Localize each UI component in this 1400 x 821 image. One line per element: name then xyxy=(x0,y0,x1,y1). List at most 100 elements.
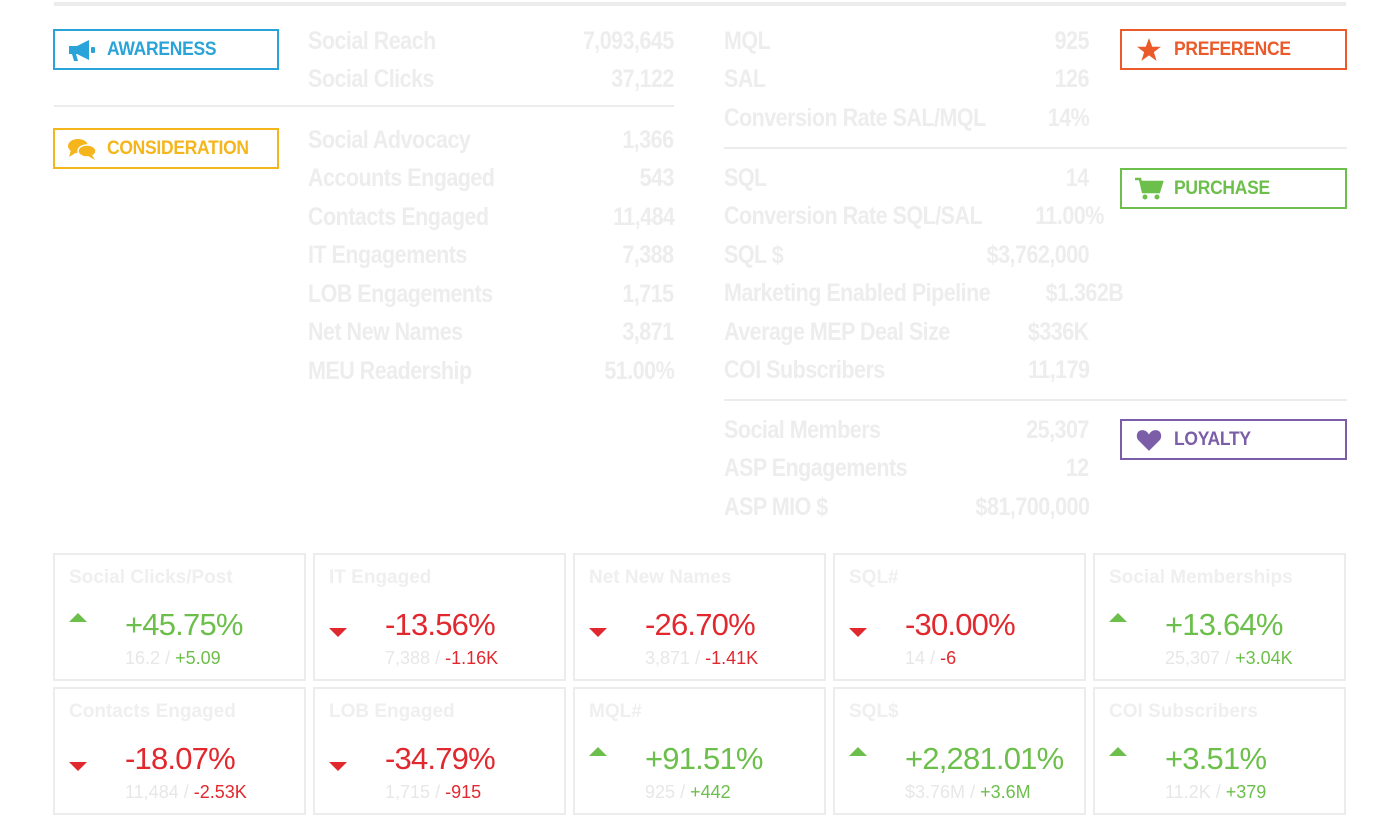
kpi-separator: / xyxy=(930,648,936,668)
kpi-separator: / xyxy=(165,648,171,668)
kpi-separator: / xyxy=(695,648,701,668)
kpi-card: Contacts Engaged -18.07% 11,484 / -2.53K xyxy=(53,687,306,815)
metric-value: 11.00% xyxy=(1035,202,1104,230)
trend-up-icon xyxy=(1109,613,1127,622)
kpi-card: SQL$ +2,281.01% $3.76M / +3.6M xyxy=(833,687,1086,815)
metric-label: ASP Engagements xyxy=(724,454,908,482)
metric-value: 543 xyxy=(639,164,675,192)
consideration-badge: CONSIDERATION xyxy=(53,128,279,169)
kpi-delta-value: +3.04K xyxy=(1235,648,1293,668)
preference-divider xyxy=(724,147,1347,149)
purchase-metric-row: Conversion Rate SQL/SAL 11.00% xyxy=(724,198,1104,236)
kpi-separator: / xyxy=(1225,648,1231,668)
kpi-card-title: LOB Engaged xyxy=(329,701,455,722)
kpi-delta-value: -2.53K xyxy=(193,782,247,802)
kpi-card: Social Clicks/Post +45.75% 16.2 / +5.09 xyxy=(53,553,306,681)
loyalty-label: LOYALTY xyxy=(1174,428,1251,450)
kpi-change-percent: -34.79% xyxy=(385,741,496,776)
preference-label: PREFERENCE xyxy=(1174,38,1291,60)
kpi-card-detail: 7,388 / -1.16K xyxy=(385,648,498,669)
kpi-card-detail: 11.2K / +379 xyxy=(1165,782,1266,803)
kpi-separator: / xyxy=(435,782,441,802)
kpi-separator: / xyxy=(970,782,976,802)
kpi-delta-value: +3.6M xyxy=(980,782,1031,802)
consideration-metric-row: Contacts Engaged 11,484 xyxy=(308,198,675,236)
kpi-card: COI Subscribers +3.51% 11.2K / +379 xyxy=(1093,687,1346,815)
shopping-cart-icon xyxy=(1134,177,1164,201)
metric-value: 126 xyxy=(1054,65,1090,93)
kpi-base-value: 14 xyxy=(905,648,926,668)
trend-down-icon xyxy=(69,762,87,771)
kpi-card: Net New Names -26.70% 3,871 / -1.41K xyxy=(573,553,826,681)
metric-value: $81,700,000 xyxy=(975,492,1089,521)
metric-value: 25,307 xyxy=(1026,415,1089,444)
metric-value: 7,388 xyxy=(622,241,675,269)
metric-label: Social Advocacy xyxy=(308,125,471,154)
kpi-card: IT Engaged -13.56% 7,388 / -1.16K xyxy=(313,553,566,681)
star-icon xyxy=(1134,37,1164,62)
awareness-metric-row: Social Clicks 37,122 xyxy=(308,61,675,99)
metric-label: Average MEP Deal Size xyxy=(724,317,950,346)
metric-value: 3,871 xyxy=(622,318,675,346)
kpi-card-title: IT Engaged xyxy=(329,567,432,588)
metric-label: LOB Engagements xyxy=(308,279,493,308)
consideration-metric-row: IT Engagements 7,388 xyxy=(308,237,675,275)
metric-value: 1,366 xyxy=(622,125,675,154)
kpi-card-title: COI Subscribers xyxy=(1109,701,1258,722)
preference-metric-row: Conversion Rate SAL/MQL 14% xyxy=(724,99,1090,137)
purchase-label: PURCHASE xyxy=(1174,177,1270,199)
purchase-metric-row: SQL 14 xyxy=(724,159,1090,197)
preference-badge: PREFERENCE xyxy=(1120,29,1347,70)
kpi-delta-value: -1.16K xyxy=(445,648,499,668)
metric-value: $3,762,000 xyxy=(986,240,1090,269)
metric-value: 37,122 xyxy=(611,65,674,93)
awareness-metric-row: Social Reach 7,093,645 xyxy=(308,22,675,60)
preference-metric-row: MQL 925 xyxy=(724,22,1090,60)
kpi-card-title: MQL# xyxy=(589,701,642,722)
kpi-base-value: 1,715 xyxy=(385,782,431,802)
trend-up-icon xyxy=(589,747,607,756)
metric-value: 1,715 xyxy=(622,279,675,308)
purchase-metric-row: SQL $ $3,762,000 xyxy=(724,236,1090,274)
metric-label: ASP MIO $ xyxy=(724,492,828,521)
kpi-card: LOB Engaged -34.79% 1,715 / -915 xyxy=(313,687,566,815)
kpi-card-title: Social Clicks/Post xyxy=(69,567,233,588)
metric-label: SQL $ xyxy=(724,240,784,269)
kpi-delta-value: -1.41K xyxy=(705,648,759,668)
metric-value: 7,093,645 xyxy=(582,26,675,55)
kpi-card-title: SQL# xyxy=(849,567,899,588)
metric-value: 11,484 xyxy=(612,202,675,231)
kpi-base-value: 3,871 xyxy=(645,648,691,668)
loyalty-metric-row: ASP Engagements 12 xyxy=(724,450,1090,488)
consideration-label: CONSIDERATION xyxy=(107,137,249,159)
kpi-separator: / xyxy=(1215,782,1221,802)
metric-label: Social Members xyxy=(724,415,881,444)
kpi-separator: / xyxy=(435,648,441,668)
metric-label: MEU Readership xyxy=(308,356,472,385)
awareness-badge: AWARENESS xyxy=(53,29,279,70)
purchase-metric-row: Marketing Enabled Pipeline $1.362B xyxy=(724,275,1124,313)
kpi-card-detail: $3.76M / +3.6M xyxy=(905,782,1031,803)
kpi-base-value: 11,484 xyxy=(125,782,179,802)
preference-metric-row: SAL 126 xyxy=(724,61,1090,99)
metric-label: SQL xyxy=(724,163,767,192)
kpi-separator: / xyxy=(183,782,189,802)
trend-up-icon xyxy=(1109,747,1127,756)
kpi-card-detail: 3,871 / -1.41K xyxy=(645,648,758,669)
consideration-metric-row: Accounts Engaged 543 xyxy=(308,160,675,198)
heart-icon xyxy=(1134,428,1164,452)
megaphone-icon xyxy=(67,38,97,62)
metric-label: Social Clicks xyxy=(308,65,434,93)
kpi-delta-value: -915 xyxy=(445,782,482,802)
trend-down-icon xyxy=(589,628,607,637)
metric-value: 14% xyxy=(1047,103,1090,132)
trend-up-icon xyxy=(69,613,87,622)
purchase-divider xyxy=(724,399,1347,401)
consideration-metric-row: Social Advocacy 1,366 xyxy=(308,121,675,159)
kpi-card-title: SQL$ xyxy=(849,701,899,722)
loyalty-badge: LOYALTY xyxy=(1120,419,1347,460)
kpi-card-detail: 1,715 / -915 xyxy=(385,782,481,803)
kpi-separator: / xyxy=(680,782,686,802)
kpi-change-percent: +2,281.01% xyxy=(905,741,1064,776)
metric-label: MQL xyxy=(724,26,771,55)
